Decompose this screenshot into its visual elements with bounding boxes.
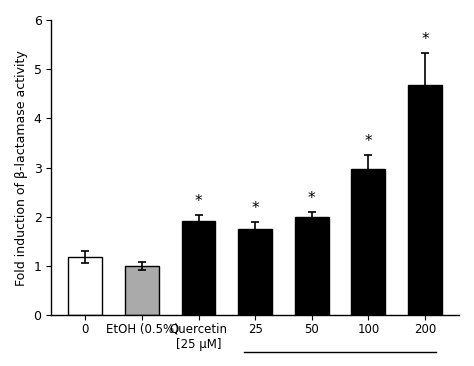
Text: *: * (308, 191, 316, 206)
Bar (238, 229, 272, 315)
Text: *: * (365, 134, 372, 149)
Text: *: * (251, 201, 259, 216)
Text: *: * (195, 194, 202, 209)
Bar (68, 257, 102, 315)
Bar (351, 169, 385, 315)
Text: *: * (421, 32, 429, 47)
Y-axis label: Fold induction of β-lactamase activity: Fold induction of β-lactamase activity (15, 50, 28, 285)
Bar (295, 217, 329, 315)
Bar (182, 221, 216, 315)
Bar (125, 266, 159, 315)
Bar (408, 85, 442, 315)
